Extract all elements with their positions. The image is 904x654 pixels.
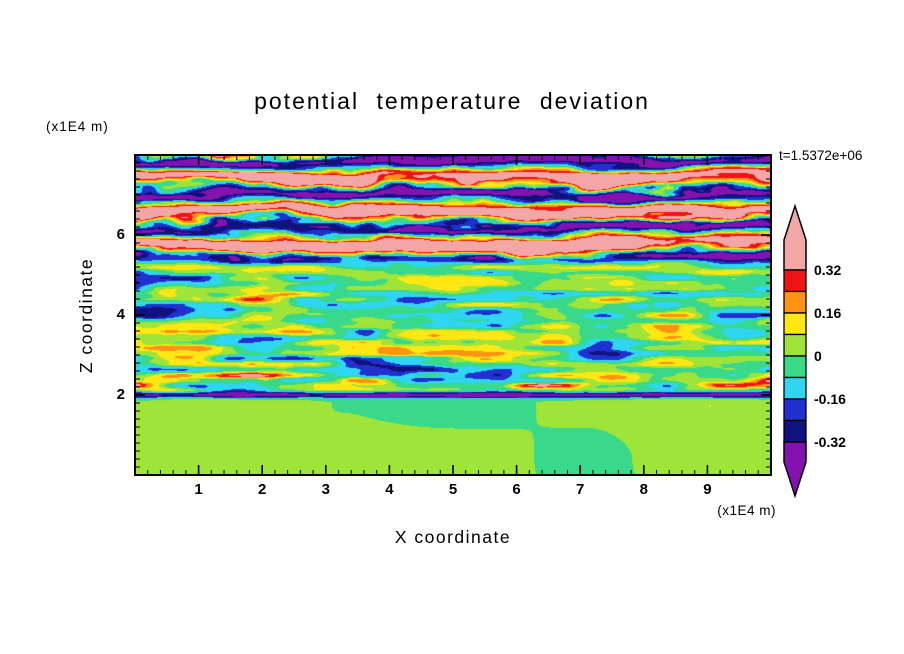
z-tick-label: 6 — [116, 226, 125, 243]
colorbar-tick-label: 0 — [814, 348, 822, 364]
x-tick-label: 6 — [512, 481, 521, 498]
colorbar-tick-label: -0.16 — [814, 391, 846, 407]
x-tick-label: 7 — [576, 481, 585, 498]
x-axis-unit-label: (x1E4 m) — [717, 503, 776, 518]
x-tick-label: 3 — [321, 481, 330, 498]
x-tick-label: 5 — [448, 481, 458, 498]
x-tick-label: 9 — [703, 481, 712, 498]
x-tick-label: 1 — [194, 481, 203, 498]
x-tick-label: 8 — [639, 481, 648, 498]
x-tick-label: 2 — [258, 481, 267, 498]
z-tick-label: 2 — [116, 386, 125, 403]
x-axis-title: X coordinate — [394, 527, 512, 547]
colorbar-tick-label: 0.16 — [814, 305, 842, 321]
plot-title: potential temperature deviation — [254, 88, 650, 114]
z-tick-label: 4 — [116, 306, 125, 323]
x-tick-label: 4 — [385, 481, 394, 498]
colorbar-tick-label: 0.32 — [814, 262, 842, 278]
time-annotation: t=1.5372e+06 — [779, 148, 863, 163]
z-axis-unit-label: (x1E4 m) — [46, 119, 109, 134]
heatmap-field — [135, 155, 771, 475]
colorbar-tick-label: -0.32 — [814, 434, 846, 450]
